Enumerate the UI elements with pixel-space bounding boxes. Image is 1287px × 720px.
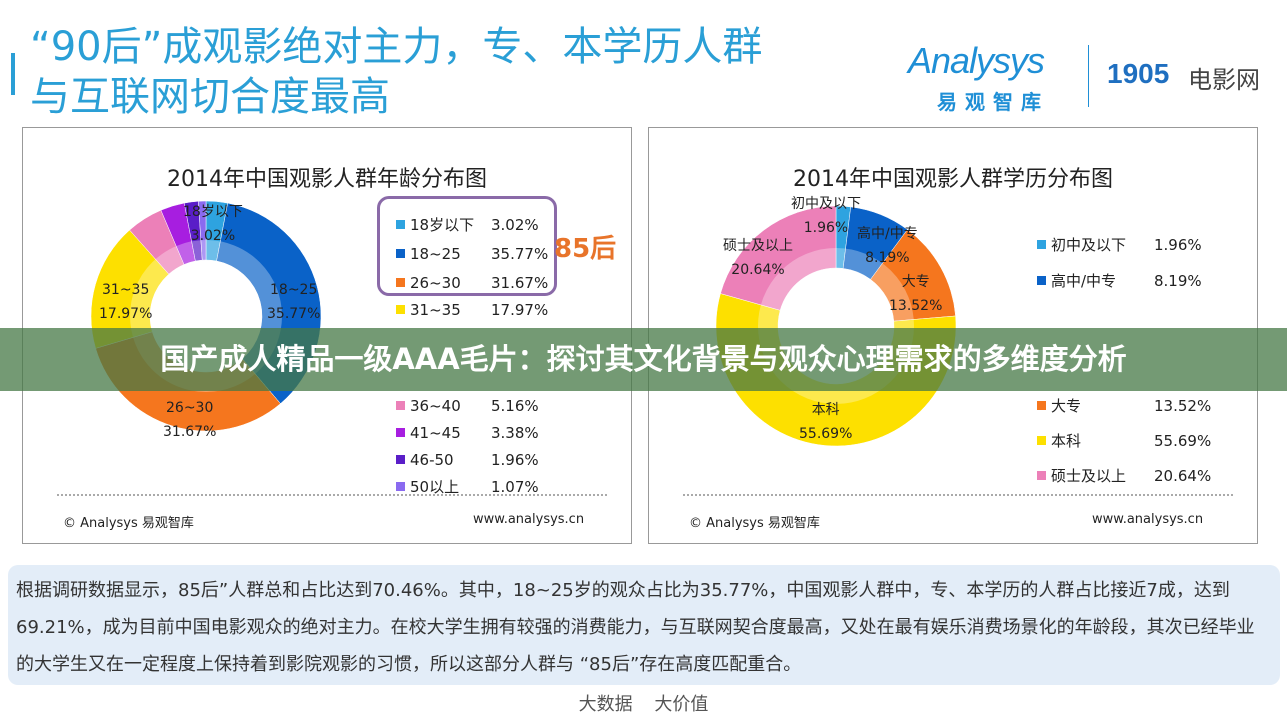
slice-label: 31~35 17.97% (99, 282, 153, 322)
legend-item: 50以上 1.07% (396, 477, 539, 497)
analysys-logo: Analysys (908, 40, 1045, 81)
source: © Analysys 易观智库 (63, 516, 194, 531)
legend-swatch (396, 278, 405, 287)
slice-label: 大专 13.52% (889, 274, 943, 314)
analysys-logo-cn: 易观智库 (937, 90, 1049, 114)
legend-label: 31~35 (410, 301, 461, 319)
legend-item: 31~35 17.97% (396, 300, 548, 320)
slice-4 (720, 205, 837, 311)
legend-value: 31.67% (491, 274, 549, 292)
legend-item: 41~45 3.38% (396, 423, 539, 443)
chart-title: 2014年中国观影人群年龄分布图 (167, 167, 487, 192)
source-url[interactable]: www.analysys.cn (1092, 512, 1204, 527)
slice-label: 高中/中专 8.19% (857, 226, 918, 266)
legend-label: 36~40 (410, 397, 461, 415)
legend-swatch (1037, 240, 1046, 249)
legend-label: 26~30 (410, 274, 461, 292)
legend-value: 17.97% (491, 301, 549, 319)
legend-item: 26~30 31.67% (396, 273, 548, 293)
divider (683, 494, 1233, 496)
legend-swatch (396, 220, 405, 229)
legend-swatch (1037, 276, 1046, 285)
legend-label: 初中及以下 (1051, 236, 1127, 254)
legend-value: 1.96% (1154, 236, 1202, 254)
logo-divider (1088, 45, 1089, 107)
legend-swatch (396, 249, 405, 258)
legend-swatch (396, 428, 405, 437)
1905-logo: 1905 (1107, 58, 1170, 89)
legend-item: 硕士及以上 20.64% (1037, 466, 1211, 486)
overlay-banner: 国产成人精品一级AAA毛片：探讨其文化背景与观众心理需求的多维度分析 (0, 328, 1287, 391)
legend-value: 5.16% (491, 397, 539, 415)
legend-value: 3.02% (491, 216, 539, 234)
legend-label: 硕士及以上 (1051, 467, 1127, 485)
legend-value: 20.64% (1154, 467, 1212, 485)
legend-item: 46-50 1.96% (396, 450, 539, 470)
legend-value: 35.77% (491, 245, 549, 263)
source-url[interactable]: www.analysys.cn (473, 512, 585, 527)
slice-7 (198, 200, 207, 261)
legend-value: 8.19% (1154, 272, 1202, 290)
legend-label: 高中/中专 (1051, 272, 1117, 290)
legend-label: 大专 (1051, 397, 1082, 415)
legend-swatch (396, 482, 405, 491)
legend-swatch (1037, 471, 1046, 480)
legend-label: 18~25 (410, 245, 461, 263)
slice-label: 26~30 31.67% (163, 400, 217, 440)
source: © Analysys 易观智库 (689, 516, 820, 531)
inner-ring (758, 248, 914, 404)
legend-item: 初中及以下 1.96% (1037, 235, 1202, 255)
legend-item: 18岁以下 3.02% (396, 215, 539, 235)
legend-value: 13.52% (1154, 397, 1212, 415)
description-box: 根据调研数据显示，85后”人群总和占比达到70.46%。其中，18~25岁的观众… (8, 565, 1280, 685)
legend-swatch (396, 455, 405, 464)
legend-swatch (396, 305, 405, 314)
legend-swatch (1037, 401, 1046, 410)
tagline: 大数据 大价值 (578, 694, 709, 715)
title-line: “90后”成观影绝对主力，专、本学历人群 (30, 24, 763, 70)
legend-value: 1.07% (491, 478, 539, 496)
legend-item: 高中/中专 8.19% (1037, 271, 1202, 291)
slice-label: 18~25 35.77% (267, 282, 321, 322)
legend-value: 55.69% (1154, 432, 1212, 450)
annotation-85: 85后 (554, 234, 617, 264)
slice-label: 硕士及以上 20.64% (723, 238, 793, 278)
slice-label: 18岁以下 3.02% (183, 204, 243, 244)
legend-swatch (1037, 436, 1046, 445)
title-accent-bar (11, 53, 15, 95)
page-title: “90后”成观影绝对主力，专、本学历人群 与互联网切合度最高 (30, 22, 762, 122)
legend-value: 1.96% (491, 451, 539, 469)
chart-title: 2014年中国观影人群学历分布图 (793, 167, 1113, 192)
legend-value: 3.38% (491, 424, 539, 442)
legend-label: 46-50 (410, 451, 454, 469)
legend-label: 41~45 (410, 424, 461, 442)
legend-item: 18~25 35.77% (396, 244, 548, 264)
legend-label: 本科 (1051, 432, 1082, 450)
85-highlight-box (377, 196, 557, 296)
slice-label: 初中及以下 1.96% (791, 196, 861, 236)
legend-swatch (396, 401, 405, 410)
legend-item: 36~40 5.16% (396, 396, 539, 416)
slice-label: 本科 55.69% (799, 402, 853, 442)
legend-label: 50以上 (410, 478, 460, 496)
legend-item: 本科 55.69% (1037, 431, 1211, 451)
title-line: 与互联网切合度最高 (30, 74, 390, 120)
divider (57, 494, 607, 496)
1905-logo-cn: 电影网 (1188, 66, 1260, 94)
legend-item: 大专 13.52% (1037, 396, 1211, 416)
legend-label: 18岁以下 (410, 216, 475, 234)
